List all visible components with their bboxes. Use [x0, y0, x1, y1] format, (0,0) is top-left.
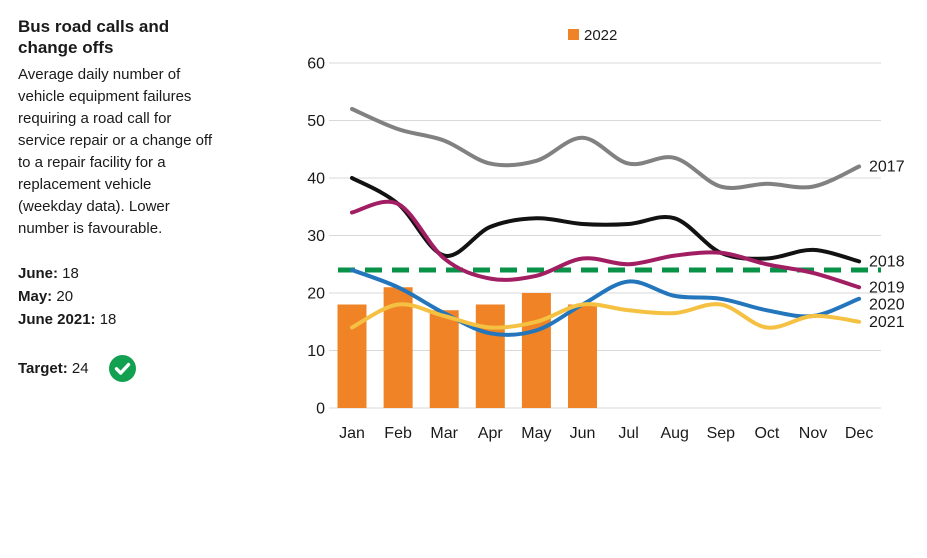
y-axis-tick-label: 50 — [307, 113, 325, 130]
y-axis-tick-label: 20 — [307, 286, 325, 303]
x-axis-tick-label: Aug — [660, 425, 688, 442]
x-axis-tick-label: Nov — [799, 425, 827, 442]
line-2018 — [350, 176, 862, 264]
legend-label-2022: 2022 — [584, 27, 617, 44]
line-2020 — [350, 268, 862, 337]
x-axis-tick-label: Dec — [845, 425, 873, 442]
chart-description: Average daily number of vehicle equipmen… — [18, 66, 212, 237]
line-2017 — [350, 107, 862, 190]
line-2019 — [350, 199, 862, 290]
y-axis-tick-label: 30 — [307, 228, 325, 245]
x-axis-tick-label: Apr — [478, 425, 504, 442]
stat-label: June: — [18, 265, 59, 282]
y-axis-tick-label: 0 — [316, 401, 325, 418]
bar-2022 — [521, 293, 551, 408]
check-circle-icon — [108, 355, 136, 382]
series-label-2020: 2020 — [869, 296, 905, 313]
stats-block: June: 18 May: 20 June 2021: 18 — [18, 262, 280, 331]
x-axis-tick-label: Jan — [339, 425, 365, 442]
stat-row: June 2021: 18 — [18, 311, 117, 328]
stat-label: June 2021: — [18, 311, 96, 328]
x-axis-tick-label: Jul — [618, 425, 638, 442]
chart-area: 0 10 20 30 40 50 60 2017 2018 2019 2020 2021 2022 Jan… — [287, 10, 927, 455]
bar-2022 — [429, 310, 459, 408]
series-label-2019: 2019 — [869, 279, 905, 296]
target-text: Target: 24 — [18, 360, 89, 377]
page-title: Bus road calls and change offs — [18, 17, 170, 57]
x-axis-tick-label: Jun — [570, 425, 596, 442]
series-label-2021: 2021 — [869, 314, 905, 331]
target-label: Target: — [18, 360, 68, 377]
x-axis-tick-label: Oct — [754, 425, 779, 442]
series-label-2018: 2018 — [869, 253, 905, 270]
x-axis-tick-label: Mar — [430, 425, 458, 442]
target-value: 24 — [71, 360, 89, 377]
series-label-2017: 2017 — [869, 159, 905, 176]
x-axis-tick-label: Sep — [707, 425, 736, 442]
y-axis-tick-label: 40 — [307, 171, 325, 188]
stat-label: May: — [18, 288, 53, 305]
line-2021 — [350, 302, 862, 330]
legend-swatch-2022 — [568, 29, 579, 40]
y-axis-tick-label: 60 — [307, 56, 325, 73]
y-axis-tick-label: 10 — [307, 343, 325, 360]
bar-2022 — [568, 304, 597, 408]
target-row: Target: 24 — [18, 355, 280, 382]
x-axis-tick-label: May — [521, 425, 551, 442]
x-axis-tick-label: Feb — [384, 425, 412, 442]
stat-row: May: 20 — [18, 288, 74, 305]
stat-row: June: 18 — [18, 265, 79, 282]
bar-2022 — [475, 304, 505, 408]
sidebar: Bus road calls and change offs Average d… — [18, 16, 280, 382]
